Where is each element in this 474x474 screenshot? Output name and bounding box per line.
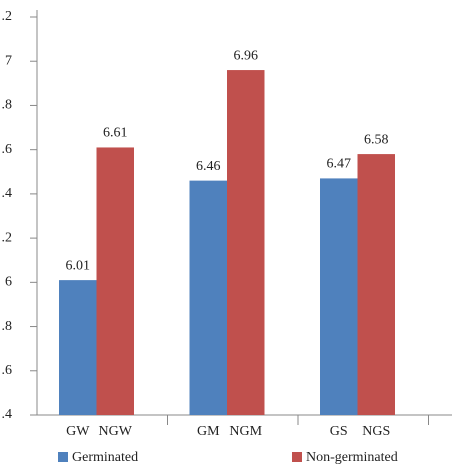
y-tick-label: .4 bbox=[2, 407, 13, 422]
bar bbox=[320, 178, 358, 415]
legend-label: Non-germinated bbox=[306, 450, 398, 465]
y-tick-label: .4 bbox=[2, 186, 13, 201]
x-tick-label: NGS bbox=[362, 424, 390, 439]
x-tick-label: NGW bbox=[99, 424, 133, 439]
x-tick-label: GW bbox=[66, 424, 90, 439]
bar bbox=[59, 280, 97, 415]
data-label: 6.47 bbox=[327, 157, 352, 172]
bar bbox=[96, 147, 134, 415]
data-label: 6.61 bbox=[103, 126, 128, 141]
y-tick-label: 6 bbox=[5, 275, 12, 290]
y-tick-label: .2 bbox=[2, 230, 13, 245]
x-tick-label: GS bbox=[330, 424, 348, 439]
data-label: 6.96 bbox=[234, 48, 259, 63]
y-tick-label: .6 bbox=[2, 142, 13, 157]
bar bbox=[227, 70, 265, 416]
y-tick-label: .8 bbox=[2, 319, 13, 334]
y-tick-label: .6 bbox=[2, 363, 13, 378]
x-tick-label: GM bbox=[197, 424, 220, 439]
x-tick-label: NGM bbox=[229, 424, 262, 439]
bar bbox=[357, 154, 395, 416]
legend-swatch bbox=[292, 452, 302, 462]
data-label: 6.58 bbox=[364, 132, 389, 147]
data-label: 6.01 bbox=[66, 258, 91, 273]
data-label: 6.46 bbox=[196, 159, 221, 174]
legend-label: Germinated bbox=[72, 450, 138, 465]
y-tick-label: .8 bbox=[2, 98, 13, 113]
y-tick-label: .2 bbox=[2, 9, 13, 24]
y-tick-label: 7 bbox=[5, 53, 12, 68]
legend-swatch bbox=[58, 452, 68, 462]
bar bbox=[189, 180, 227, 415]
